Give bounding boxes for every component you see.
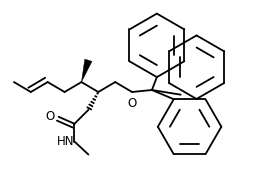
Text: HN: HN (57, 135, 74, 148)
Polygon shape (81, 59, 92, 82)
Text: O: O (45, 110, 54, 123)
Text: O: O (128, 97, 137, 110)
